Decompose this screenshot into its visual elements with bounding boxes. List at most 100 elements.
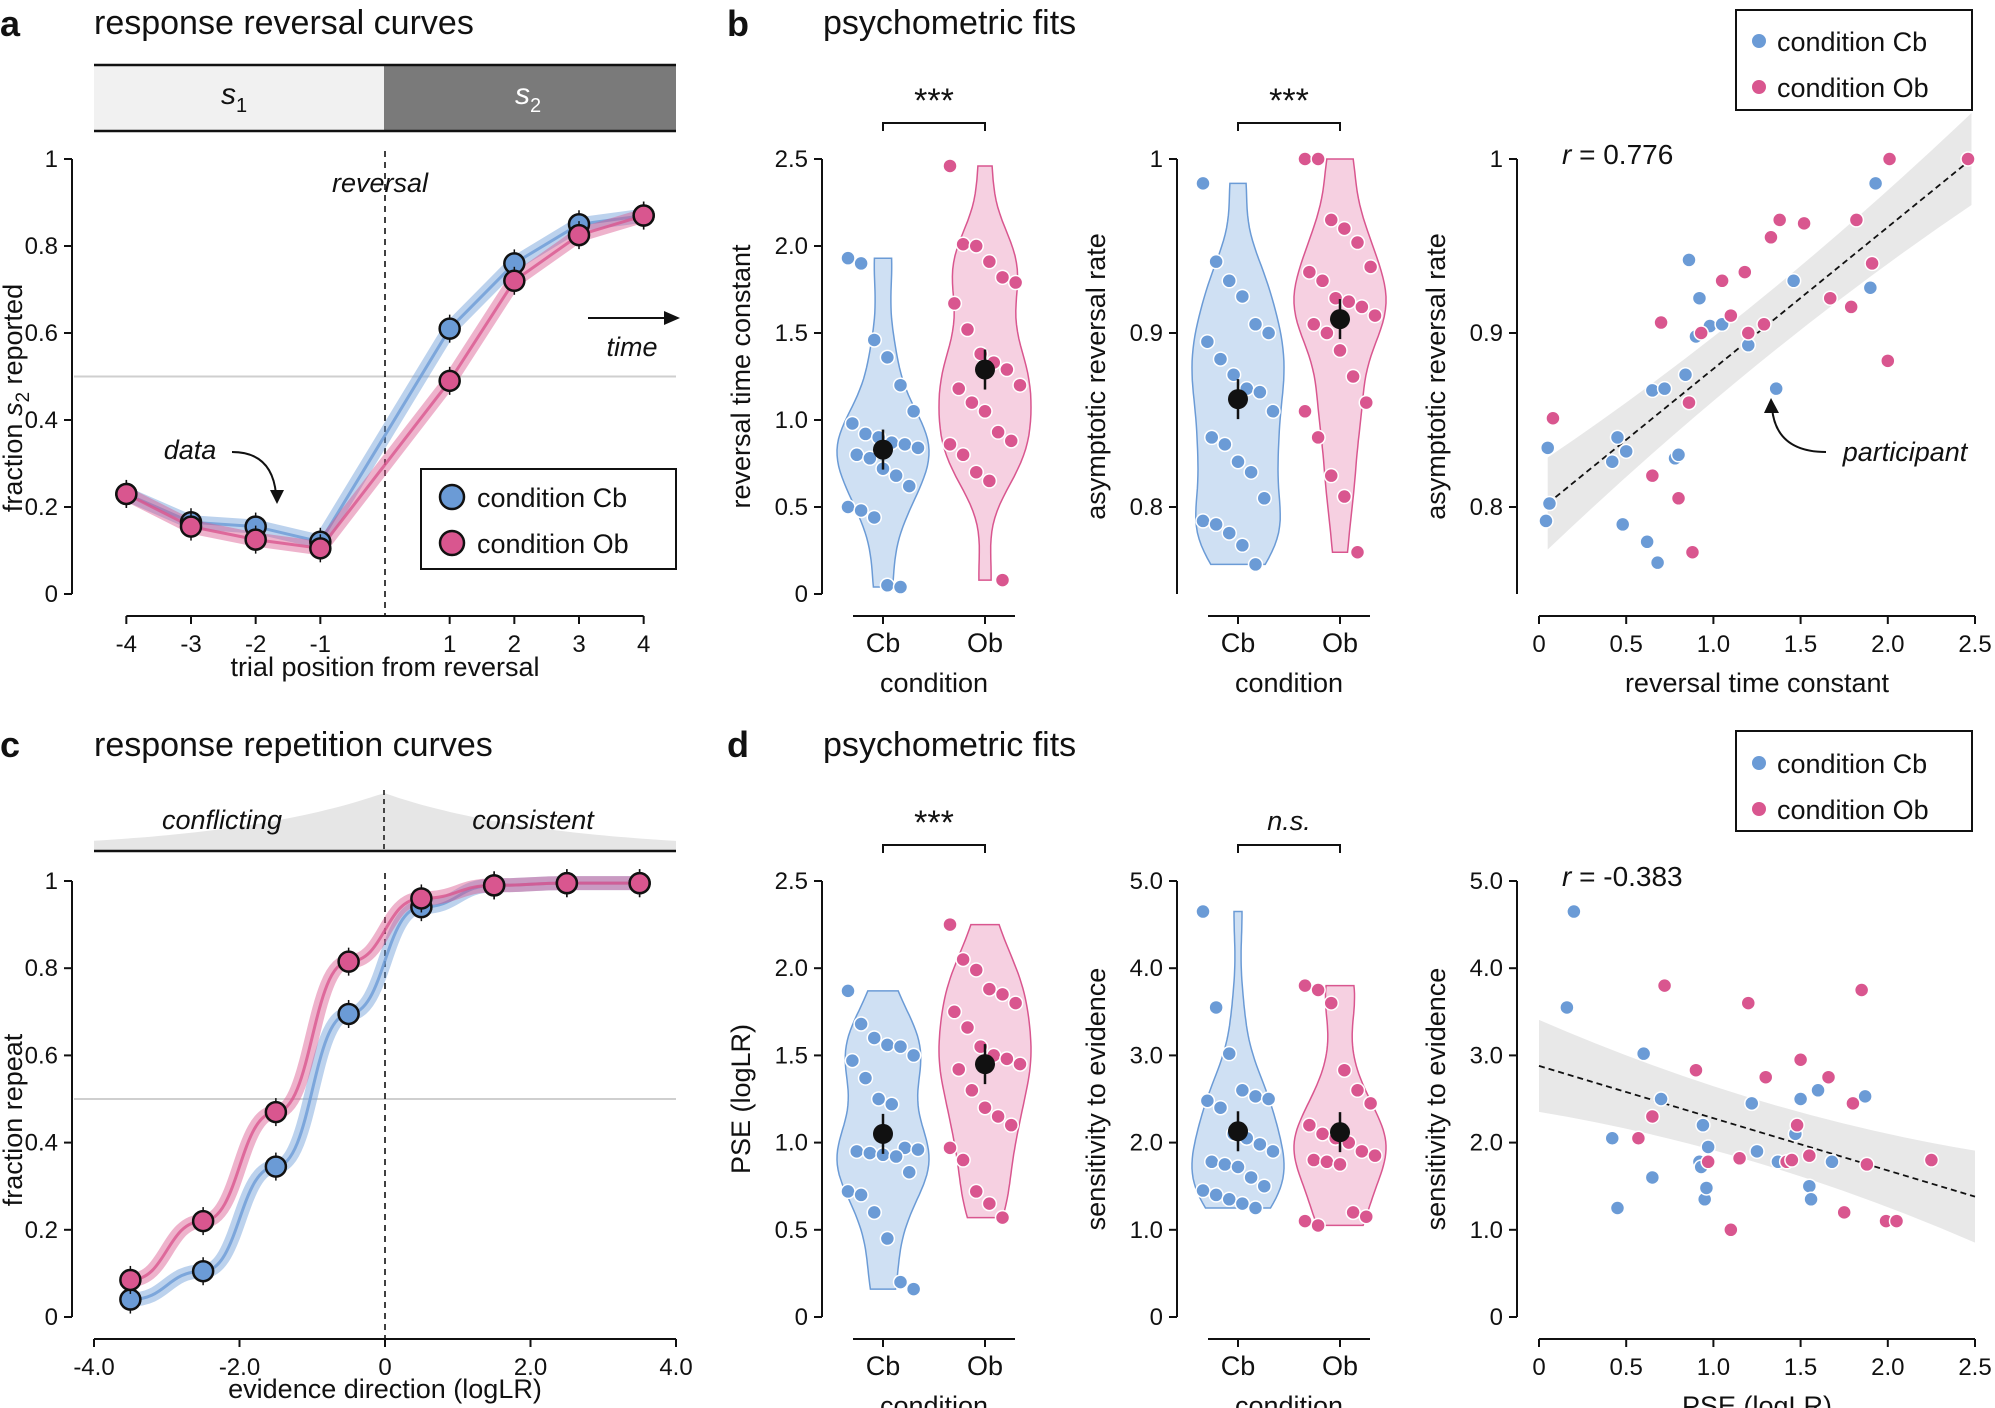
participant-point-ob [1354, 1143, 1370, 1160]
participant-point-ob [981, 981, 998, 997]
participant-point-cb [1653, 1091, 1669, 1107]
participant-point-ob [1358, 394, 1374, 411]
participant-point-cb [1749, 1143, 1765, 1160]
participant-point-cb [910, 1141, 926, 1158]
participant-point-ob [951, 380, 967, 397]
participant-point-cb [840, 250, 856, 266]
panel-title-a: response reversal curves [94, 4, 474, 42]
participant-point-ob [1545, 410, 1561, 427]
participant-point-ob [968, 238, 984, 254]
participant-point-cb [1656, 380, 1673, 397]
participant-point-cb [1256, 1178, 1272, 1194]
panel-b1-ylabel: reversal time constant [726, 244, 756, 509]
panel-b1-ytick-label: 2.5 [775, 146, 808, 173]
data-point-cb [264, 1155, 288, 1178]
participant-point-ob [1960, 151, 1976, 167]
participant-point-cb [1208, 999, 1224, 1016]
participant-point-cb [1204, 1154, 1220, 1170]
panel-d2-ylabel: sensitivity to evidence [1081, 968, 1111, 1231]
participant-point-ob [1336, 1062, 1353, 1078]
panel-d1-ytick-label: 2.0 [775, 955, 808, 982]
participant-point-cb [888, 467, 904, 484]
panel-b1-ytick-label: 0.5 [775, 494, 808, 521]
participant-point-ob [1644, 1108, 1661, 1125]
regression-line [1538, 1065, 1976, 1198]
panel-b2-ytick-label: 0.9 [1130, 320, 1163, 347]
participant-point-ob [1630, 1130, 1647, 1146]
panel-d1-ytick-label: 0.5 [775, 1217, 808, 1244]
participant-point-cb [1265, 1143, 1281, 1160]
participant-point-ob [942, 158, 958, 174]
panel-d3-xlabel: PSE (logLR) [1682, 1391, 1832, 1408]
participant-point-cb [1803, 1191, 1819, 1208]
panel-a-xtick-label: -3 [180, 631, 201, 658]
participant-point-cb [1867, 175, 1884, 192]
participant-point-ob [1297, 1213, 1313, 1229]
participant-point-ob [1310, 982, 1326, 998]
participant-point-cb [1768, 380, 1784, 397]
panel-d1-ytick-label: 2.5 [775, 868, 808, 895]
participant-point-ob [1319, 325, 1335, 341]
participant-point-ob [1003, 433, 1019, 449]
participant-point-ob [951, 1061, 967, 1078]
participant-point-cb [840, 983, 856, 999]
participant-point-ob [968, 464, 984, 480]
panel-d3-xtick-label: 2.0 [1871, 1354, 1904, 1381]
participant-point-cb [1217, 436, 1233, 453]
panel-label-d: d [727, 724, 749, 765]
participant-point-cb [1212, 1099, 1229, 1116]
panel-d2-xlabel: condition [1235, 1391, 1343, 1408]
participant-point-ob [1888, 1213, 1905, 1229]
stimulus-bar: s1 s2 [94, 63, 676, 133]
participant-point-cb [1252, 1136, 1268, 1153]
participant-point-ob [955, 951, 971, 968]
data-point-ob [555, 871, 579, 895]
data-point-ob [337, 950, 360, 973]
participant-point-cb [853, 502, 869, 519]
participant-point-ob [1306, 316, 1322, 333]
b-sig-2: *** [1237, 82, 1341, 131]
panel-c-ylabel: fraction repeat [0, 1033, 28, 1206]
participant-point-cb [1260, 325, 1277, 341]
participant-point-cb [892, 1274, 909, 1290]
participant-point-cb [1649, 554, 1666, 571]
panel-d3-ytick-label: 3.0 [1470, 1042, 1503, 1069]
participant-point-cb [1609, 1200, 1626, 1216]
participant-point-cb [1247, 1088, 1264, 1105]
participant-point-ob [1756, 316, 1772, 333]
sig-d2: n.s. [1267, 806, 1311, 836]
consistent-label: consistent [472, 805, 595, 835]
participant-point-ob [1012, 377, 1028, 393]
participant-point-ob [1362, 259, 1379, 275]
panel-b3-ylabel: asymptotic reversal rate [1421, 233, 1451, 520]
plot-layer: 0 0.2 0.4 0.6 0.8 1 -4 -3 -2 -1 1 2 3 4 0 0.2 0.4 0.6 0.8 1… [25, 113, 1992, 1408]
panel-label-c: c [0, 724, 20, 765]
participant-point-cb [1677, 367, 1694, 383]
participant-point-cb [1195, 903, 1211, 920]
participant-point-ob [1297, 151, 1313, 167]
panel-title-b: psychometric fits [823, 4, 1076, 42]
panel-a-ytick-label: 0.8 [25, 233, 58, 260]
participant-point-cb [1247, 316, 1264, 333]
panel-b3-xtick-label: 1.0 [1697, 631, 1730, 658]
panel-d2-ytick-label: 0 [1150, 1304, 1163, 1331]
participant-point-ob [1003, 1117, 1019, 1133]
panel-a-xtick-label: -4 [116, 631, 137, 658]
participant-point-ob [1310, 151, 1326, 167]
panel-a-ylabel: fraction s2 reported [0, 284, 34, 512]
participant-point-ob [977, 403, 993, 420]
time-label: time [606, 332, 657, 362]
data-point-ob [309, 537, 332, 560]
panel-c-ytick-label: 0.4 [25, 1130, 58, 1157]
participant-point-ob [999, 1051, 1015, 1067]
participant-point-cb [1539, 440, 1556, 456]
participant-point-ob [1341, 293, 1357, 310]
data-arrowhead [270, 490, 284, 504]
participant-point-cb [1247, 1200, 1264, 1216]
participant-arrowhead [1764, 398, 1779, 413]
participant-point-cb [910, 440, 926, 456]
panel-d3-ylabel: sensitivity to evidence [1421, 968, 1451, 1231]
participant-point-cb [1609, 429, 1626, 446]
panel-b1-ytick-label: 1.0 [775, 407, 808, 434]
